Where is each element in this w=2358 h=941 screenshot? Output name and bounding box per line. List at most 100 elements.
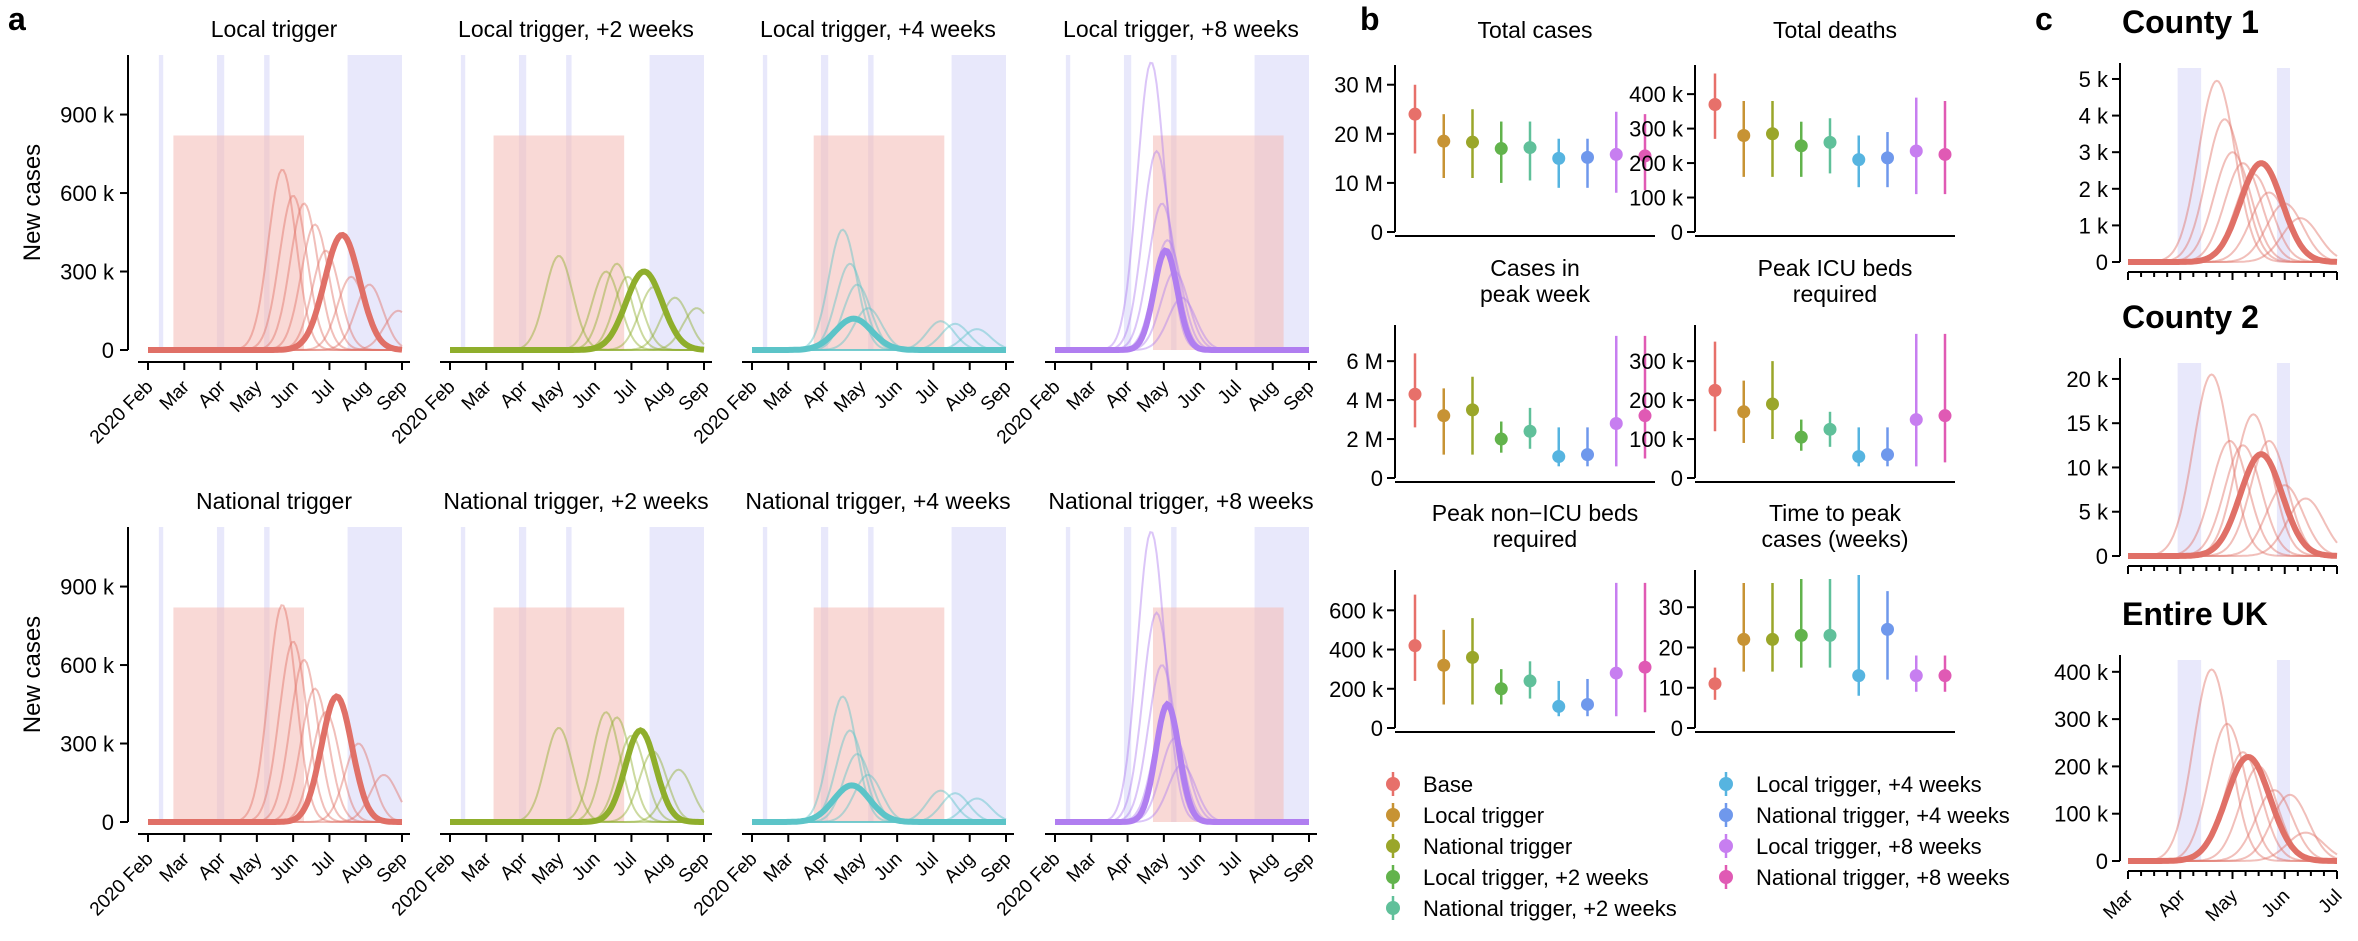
- median-point: [1794, 430, 1808, 444]
- y-tick-label: 10 M: [1334, 171, 1383, 196]
- y-tick-label: 0: [2096, 544, 2108, 569]
- y-tick-label: 5 k: [2079, 500, 2109, 525]
- median-point: [1794, 628, 1808, 642]
- stat-title: Total deaths: [1773, 17, 1897, 43]
- x-tick-label: Aug: [336, 849, 375, 888]
- band-blue: [1123, 527, 1132, 822]
- y-tick-label: 300 k: [2054, 707, 2109, 732]
- x-tick-label: Sep: [373, 849, 412, 888]
- median-point: [1437, 134, 1451, 148]
- median-point: [1408, 387, 1422, 401]
- x-tick-label: Apr: [194, 848, 230, 884]
- x-tick-label: Aug: [336, 377, 375, 416]
- x-tick-label: Jun: [1173, 377, 1210, 414]
- y-tick-label: 600 k: [1329, 598, 1384, 623]
- x-tick-label: Jun: [870, 377, 907, 414]
- stat-title: required: [1493, 526, 1577, 552]
- stat-title: cases (weeks): [1762, 526, 1909, 552]
- legend-label: Local trigger, +8 weeks: [1756, 834, 1982, 859]
- x-tick-label: Jul: [911, 377, 943, 409]
- band-pink: [173, 607, 305, 822]
- median-curve: [752, 782, 1006, 825]
- median-point: [1552, 151, 1566, 165]
- subplot-title: National trigger, +8 weeks: [1048, 488, 1313, 514]
- y-tick-label: 400 k: [1329, 638, 1384, 663]
- y-tick-label: 0: [1371, 716, 1383, 741]
- x-tick-label: Sep: [675, 849, 714, 888]
- band-blue: [2177, 660, 2202, 861]
- x-tick-label: Jun: [266, 849, 303, 886]
- median-point: [1581, 150, 1594, 164]
- y-tick-label: 100 k: [1629, 186, 1684, 211]
- x-tick-label: Jun: [568, 377, 605, 414]
- median-curve: [450, 727, 704, 825]
- band-blue: [762, 527, 768, 822]
- subplot-title: National trigger, +4 weeks: [745, 488, 1010, 514]
- x-tick-label: Mar: [760, 376, 798, 414]
- median-point: [1638, 409, 1652, 423]
- band-blue: [951, 55, 1006, 350]
- legend-label: National trigger, +4 weeks: [1756, 803, 2010, 828]
- band-blue: [649, 55, 704, 350]
- median-point: [1708, 383, 1722, 397]
- y-tick-label: 300 k: [60, 260, 115, 285]
- y-tick-label: 200 k: [1629, 151, 1684, 176]
- median-point: [1408, 107, 1422, 121]
- x-tick-label: Mar: [156, 848, 194, 886]
- median-curve: [1055, 700, 1309, 825]
- median-curve: [2128, 160, 2338, 265]
- x-tick-label: Sep: [1280, 377, 1319, 416]
- median-point: [1708, 97, 1722, 111]
- band-blue: [1123, 55, 1132, 350]
- y-tick-label: 1 k: [2079, 213, 2109, 238]
- subplot-title: Local trigger, +4 weeks: [760, 16, 996, 42]
- x-tick-label: Jun: [2258, 886, 2295, 923]
- x-tick-label: Sep: [977, 849, 1016, 888]
- simulation-curve: [2128, 373, 2337, 557]
- median-point: [1494, 142, 1508, 156]
- band-blue: [2177, 363, 2202, 556]
- median-point: [1523, 424, 1537, 438]
- stat-title: peak week: [1480, 281, 1590, 307]
- x-tick-label: Jul: [307, 377, 339, 409]
- legend-label: Local trigger, +4 weeks: [1756, 772, 1982, 797]
- x-tick-label: May: [528, 376, 569, 417]
- panel-letter-b: b: [1360, 1, 1380, 37]
- median-point: [1938, 669, 1952, 683]
- band-blue: [347, 55, 402, 350]
- band-blue: [1065, 55, 1071, 350]
- legend-marker: [1386, 839, 1400, 853]
- median-point: [1437, 409, 1451, 423]
- band-pink: [1152, 135, 1284, 350]
- legend-marker: [1386, 901, 1400, 915]
- median-point: [1638, 149, 1652, 163]
- x-tick-label: Mar: [2100, 885, 2138, 923]
- median-curve: [1055, 247, 1309, 353]
- panel-letter-c: c: [2035, 1, 2053, 37]
- y-tick-label: 200 k: [1629, 388, 1684, 413]
- y-tick-label: 0: [1671, 716, 1683, 741]
- x-tick-label: Aug: [638, 849, 677, 888]
- x-tick-label: Aug: [1243, 849, 1282, 888]
- median-point: [1737, 405, 1751, 419]
- region-title: County 1: [2122, 4, 2259, 40]
- x-tick-label: May: [830, 848, 871, 889]
- y-axis-label: New cases: [19, 144, 46, 261]
- x-tick-label: May: [2202, 885, 2243, 926]
- y-tick-label: 100 k: [1629, 427, 1684, 452]
- x-tick-label: Jul: [609, 849, 641, 881]
- legend-marker: [1386, 870, 1400, 884]
- y-tick-label: 0: [2096, 849, 2108, 874]
- x-tick-label: Aug: [940, 849, 979, 888]
- simulation-curve: [2128, 668, 2337, 862]
- x-tick-label: Apr: [1101, 848, 1137, 884]
- x-tick-label: Jun: [568, 849, 605, 886]
- y-tick-label: 400 k: [2054, 660, 2109, 685]
- x-tick-label: Apr: [496, 376, 532, 412]
- y-tick-label: 4 k: [2079, 104, 2109, 129]
- median-curve: [2128, 451, 2338, 559]
